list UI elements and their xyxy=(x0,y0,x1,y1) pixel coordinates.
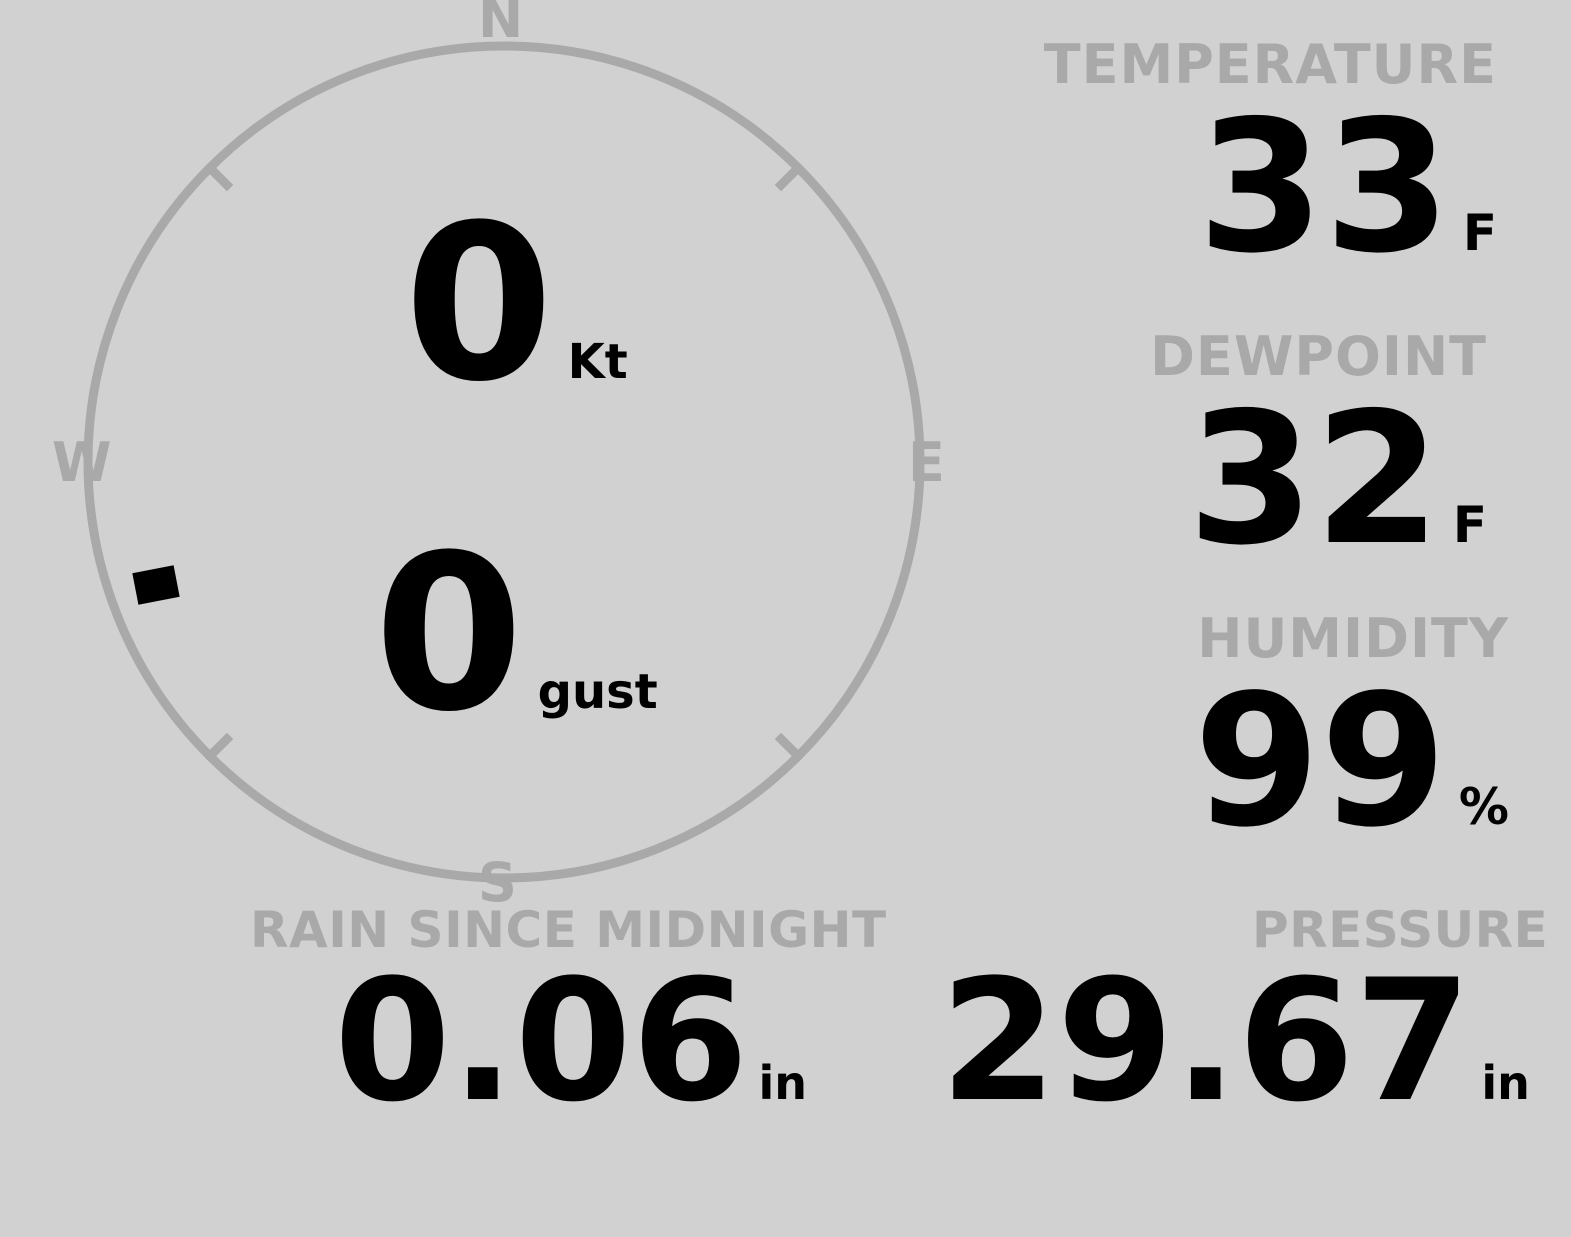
wind-speed-readout: 0 Kt xyxy=(404,196,628,411)
metric-humidity-unit: % xyxy=(1458,778,1509,836)
compass-tick-nw xyxy=(206,164,234,192)
wind-compass-dial: N E W S 0 Kt 0 gust xyxy=(0,0,1000,930)
metric-temperature: TEMPERATURE 33 F xyxy=(1043,33,1497,279)
metric-rain-row: 0.06 in xyxy=(334,957,887,1125)
compass-tick-group xyxy=(206,164,802,760)
metric-dewpoint-value: 32 xyxy=(1187,373,1441,585)
metric-humidity: HUMIDITY 99 % xyxy=(1194,607,1509,853)
metric-dewpoint-label: DEWPOINT xyxy=(1150,325,1487,388)
metric-humidity-row: 99 % xyxy=(1194,670,1509,852)
metric-temperature-label: TEMPERATURE xyxy=(1043,33,1497,96)
metric-rain-value: 0.06 xyxy=(334,943,749,1139)
compass-ring-graphic xyxy=(83,41,925,883)
compass-tick-sw xyxy=(206,732,234,760)
metric-dewpoint: DEWPOINT 32 F xyxy=(1150,325,1487,571)
compass-label-east: E xyxy=(908,431,945,494)
metric-pressure: PRESSURE 29.67 in xyxy=(900,905,1548,1125)
compass-tick-ne xyxy=(774,164,802,192)
metric-pressure-row: 29.67 in xyxy=(940,957,1548,1125)
metric-pressure-value: 29.67 xyxy=(940,943,1472,1139)
compass-label-north: N xyxy=(478,0,524,50)
metric-dewpoint-row: 32 F xyxy=(1150,388,1487,570)
metric-pressure-label: PRESSURE xyxy=(1252,901,1549,959)
wind-speed-unit: Kt xyxy=(567,334,628,390)
wind-gust-readout: 0 gust xyxy=(374,526,658,741)
wind-direction-marker xyxy=(132,565,180,605)
compass-label-south: S xyxy=(478,851,517,914)
metric-rain-unit: in xyxy=(758,1056,808,1110)
compass-label-west: W xyxy=(52,431,112,494)
metric-temperature-value: 33 xyxy=(1197,81,1451,293)
metric-temperature-unit: F xyxy=(1462,204,1497,262)
wind-speed-value: 0 xyxy=(404,178,554,429)
wind-gust-unit: gust xyxy=(537,664,658,720)
wind-gust-value: 0 xyxy=(374,508,524,759)
metric-rain-since-midnight: RAIN SINCE MIDNIGHT 0.06 in xyxy=(250,905,887,1125)
metric-dewpoint-unit: F xyxy=(1452,496,1487,554)
metric-pressure-unit: in xyxy=(1481,1056,1530,1110)
metric-humidity-label: HUMIDITY xyxy=(1197,607,1509,670)
compass-circle xyxy=(83,41,925,883)
metric-temperature-row: 33 F xyxy=(1044,96,1497,278)
metric-rain-label: RAIN SINCE MIDNIGHT xyxy=(250,901,887,959)
wind-direction-marker-block xyxy=(132,565,180,605)
metric-humidity-value: 99 xyxy=(1193,655,1447,867)
compass-tick-se xyxy=(774,732,802,760)
